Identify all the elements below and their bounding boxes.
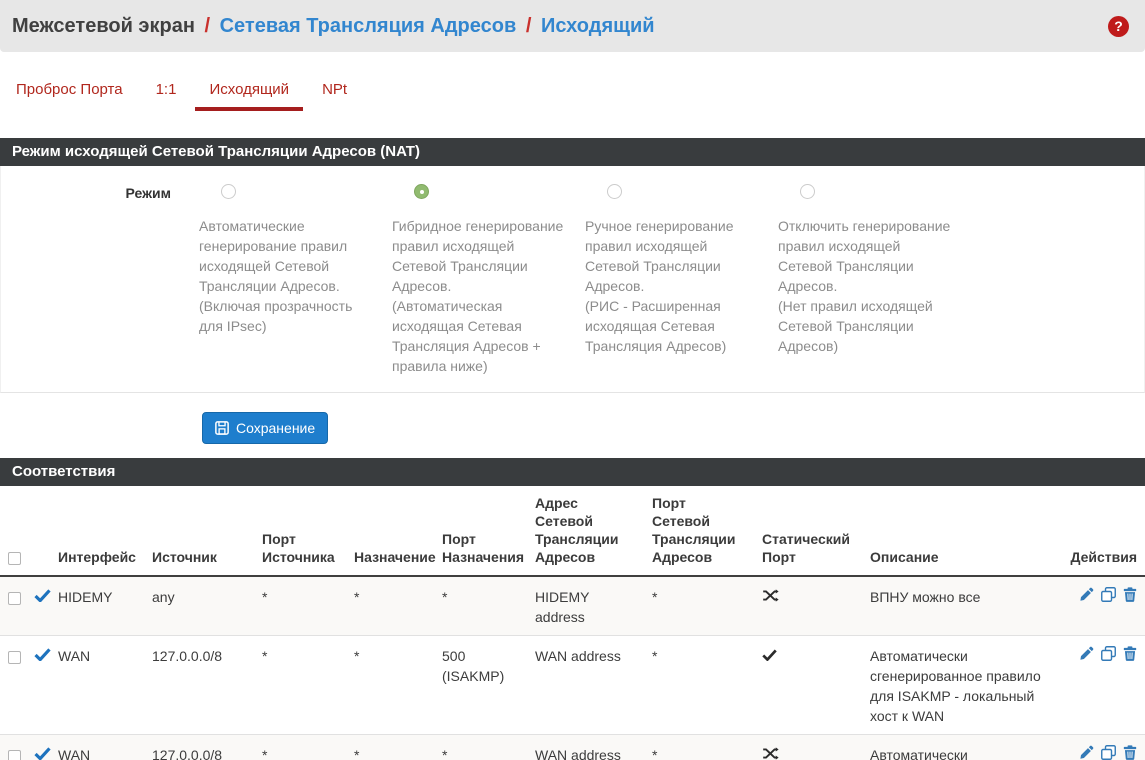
cell-destination-port: * (434, 734, 527, 760)
col-source-port: Порт Источника (254, 486, 346, 577)
mode-option-automatic-label: Автоматические генерирование правил исхо… (199, 218, 353, 334)
floppy-disk-icon (215, 421, 229, 435)
tab-bar: Проброс Порта 1:1 Исходящий NPt (2, 82, 1145, 111)
tab-npt[interactable]: NPt (322, 81, 348, 98)
nat-rules-table: Интерфейс Источник Порт Источника Назнач… (0, 486, 1145, 760)
cell-destination-port: * (442, 589, 448, 605)
col-static-port: Статический Порт (754, 486, 862, 577)
copy-icon[interactable] (1101, 745, 1117, 760)
breadcrumb: Межсетевой экран / Сетевая Трансляция Ад… (0, 0, 1145, 52)
cell-nat-port: * (644, 635, 754, 735)
pencil-icon[interactable] (1079, 587, 1094, 607)
cell-nat-port: * (652, 589, 658, 605)
mode-panel-title: Режим исходящей Сетевой Трансляции Адрес… (0, 138, 1145, 166)
row-checkbox[interactable] (8, 749, 21, 760)
row-checkbox[interactable] (8, 650, 21, 664)
pencil-icon[interactable] (1079, 646, 1094, 666)
col-interface: Интерфейс (50, 486, 144, 577)
cell-source-port: * (254, 635, 346, 735)
outbound-mode-panel: Режим исходящей Сетевой Трансляции Адрес… (0, 138, 1145, 393)
cell-source: 127.0.0.0/8 (144, 635, 254, 735)
breadcrumb-link-outbound[interactable]: Исходящий (540, 14, 655, 37)
rule-enabled-check-icon[interactable] (34, 589, 51, 602)
mode-option-manual: Ручное генерирование правил исходящей Се… (585, 184, 763, 376)
col-actions: Действия (1059, 486, 1145, 577)
cell-source: any (152, 589, 175, 605)
col-nat-port: Порт Сетевой Трансляции Адресов (644, 486, 754, 577)
cell-destination: * (354, 589, 360, 605)
table-row: WAN 127.0.0.0/8 * * 500 (ISAKMP) WAN add… (0, 635, 1145, 735)
mode-field-label: Режим (125, 185, 171, 201)
shuffle-icon (762, 747, 779, 760)
cell-interface: WAN (50, 635, 144, 735)
copy-icon[interactable] (1101, 646, 1117, 666)
mode-option-automatic: Автоматические генерирование правил исхо… (199, 184, 377, 376)
save-row: Сохранение (202, 412, 1145, 444)
cell-destination-port: 500 (ISAKMP) (434, 635, 527, 735)
breadcrumb-section: Межсетевой экран (12, 14, 195, 37)
mode-option-disable: Отключить генерирование правил исходящей… (778, 184, 956, 376)
save-button[interactable]: Сохранение (202, 412, 329, 444)
cell-nat-address: WAN address (527, 734, 644, 760)
tab-outbound[interactable]: Исходящий (195, 82, 303, 111)
tab-port-forward[interactable]: Проброс Порта (16, 81, 123, 98)
cell-source-port: * (262, 589, 268, 605)
mode-option-hybrid: Гибридное генерирование правил исходящей… (392, 184, 570, 376)
col-destination-port: Порт Назначения (434, 486, 527, 577)
col-description: Описание (862, 486, 1059, 577)
table-row: HIDEMY any * * * HIDEMY address * (0, 576, 1145, 636)
cell-destination: * (346, 734, 434, 760)
copy-icon[interactable] (1101, 587, 1117, 607)
cell-nat-address: WAN address (527, 635, 644, 735)
mappings-panel-title: Соответствия (0, 458, 1145, 486)
col-destination: Назначение (346, 486, 436, 577)
cell-source-port: * (254, 734, 346, 760)
cell-nat-address: HIDEMY address (535, 589, 590, 625)
mode-option-manual-label: Ручное генерирование правил исходящей Се… (585, 218, 734, 354)
cell-destination: * (346, 635, 434, 735)
col-enabled (26, 486, 50, 577)
radio-hybrid[interactable] (414, 184, 429, 199)
cell-nat-port: * (644, 734, 754, 760)
radio-manual[interactable] (607, 184, 622, 199)
mode-options: Автоматические генерирование правил исхо… (199, 184, 971, 376)
help-icon[interactable]: ? (1108, 15, 1129, 37)
cell-description: Автоматически сгенерированное правило дл… (862, 635, 1059, 735)
rule-enabled-check-icon[interactable] (34, 747, 51, 760)
select-all-checkbox[interactable] (8, 551, 21, 565)
trash-icon[interactable] (1123, 745, 1137, 760)
pencil-icon[interactable] (1079, 745, 1094, 760)
breadcrumb-separator: / (525, 14, 532, 37)
col-source: Источник (144, 486, 254, 577)
mode-panel-body: Режим Автоматические генерирование прави… (0, 166, 1145, 393)
mode-option-hybrid-label: Гибридное генерирование правил исходящей… (392, 218, 564, 374)
mode-option-disable-label: Отключить генерирование правил исходящей… (778, 218, 951, 354)
trash-icon[interactable] (1123, 646, 1137, 666)
table-row: WAN 127.0.0.0/8 * * * WAN address * (0, 734, 1145, 760)
radio-disable[interactable] (800, 184, 815, 199)
cell-source: 127.0.0.0/8 (144, 734, 254, 760)
radio-automatic[interactable] (221, 184, 236, 199)
mode-form-row: Режим Автоматические генерирование прави… (1, 184, 1144, 376)
cell-interface: HIDEMY (58, 589, 113, 605)
cell-interface: WAN (50, 734, 144, 760)
tab-1-1[interactable]: 1:1 (155, 81, 177, 98)
row-checkbox[interactable] (8, 591, 21, 605)
col-nat-address: Адрес Сетевой Трансляции Адресов (527, 486, 644, 577)
breadcrumb-link-nat[interactable]: Сетевая Трансляция Адресов (219, 14, 517, 37)
mappings-panel: Соответствия Интерфейс Источник Порт Ист… (0, 458, 1145, 760)
breadcrumb-separator: / (204, 14, 211, 37)
trash-icon[interactable] (1123, 587, 1137, 607)
cell-description: ВПНУ можно все (870, 589, 981, 605)
shuffle-icon (762, 589, 779, 602)
cell-description: Автоматически сгенерированное правило - … (862, 734, 1059, 760)
help-glyph: ? (1114, 18, 1123, 34)
table-header-row: Интерфейс Источник Порт Источника Назнач… (0, 486, 1145, 577)
static-port-check-icon (762, 649, 777, 661)
rule-enabled-check-icon[interactable] (34, 648, 51, 661)
save-button-label: Сохранение (236, 420, 316, 436)
page-title: Межсетевой экран / Сетевая Трансляция Ад… (12, 15, 655, 38)
